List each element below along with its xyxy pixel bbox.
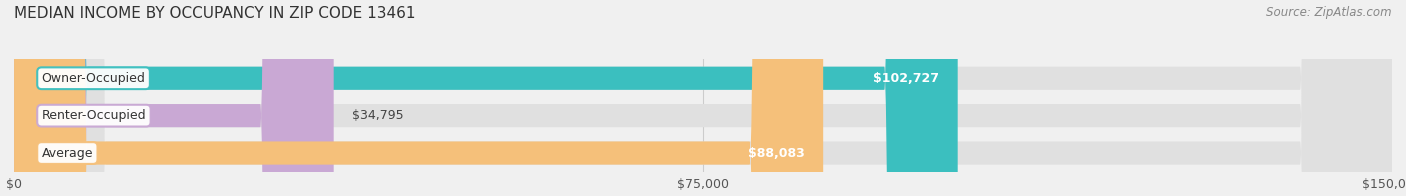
FancyBboxPatch shape: [14, 0, 333, 196]
FancyBboxPatch shape: [14, 0, 1392, 196]
Text: Owner-Occupied: Owner-Occupied: [42, 72, 145, 85]
FancyBboxPatch shape: [14, 0, 957, 196]
Text: Average: Average: [42, 147, 93, 160]
Text: Renter-Occupied: Renter-Occupied: [42, 109, 146, 122]
FancyBboxPatch shape: [14, 0, 823, 196]
Text: $102,727: $102,727: [873, 72, 939, 85]
FancyBboxPatch shape: [14, 0, 1392, 196]
Text: $34,795: $34,795: [352, 109, 404, 122]
FancyBboxPatch shape: [14, 0, 1392, 196]
Text: MEDIAN INCOME BY OCCUPANCY IN ZIP CODE 13461: MEDIAN INCOME BY OCCUPANCY IN ZIP CODE 1…: [14, 6, 416, 21]
Text: Source: ZipAtlas.com: Source: ZipAtlas.com: [1267, 6, 1392, 19]
Text: $88,083: $88,083: [748, 147, 804, 160]
